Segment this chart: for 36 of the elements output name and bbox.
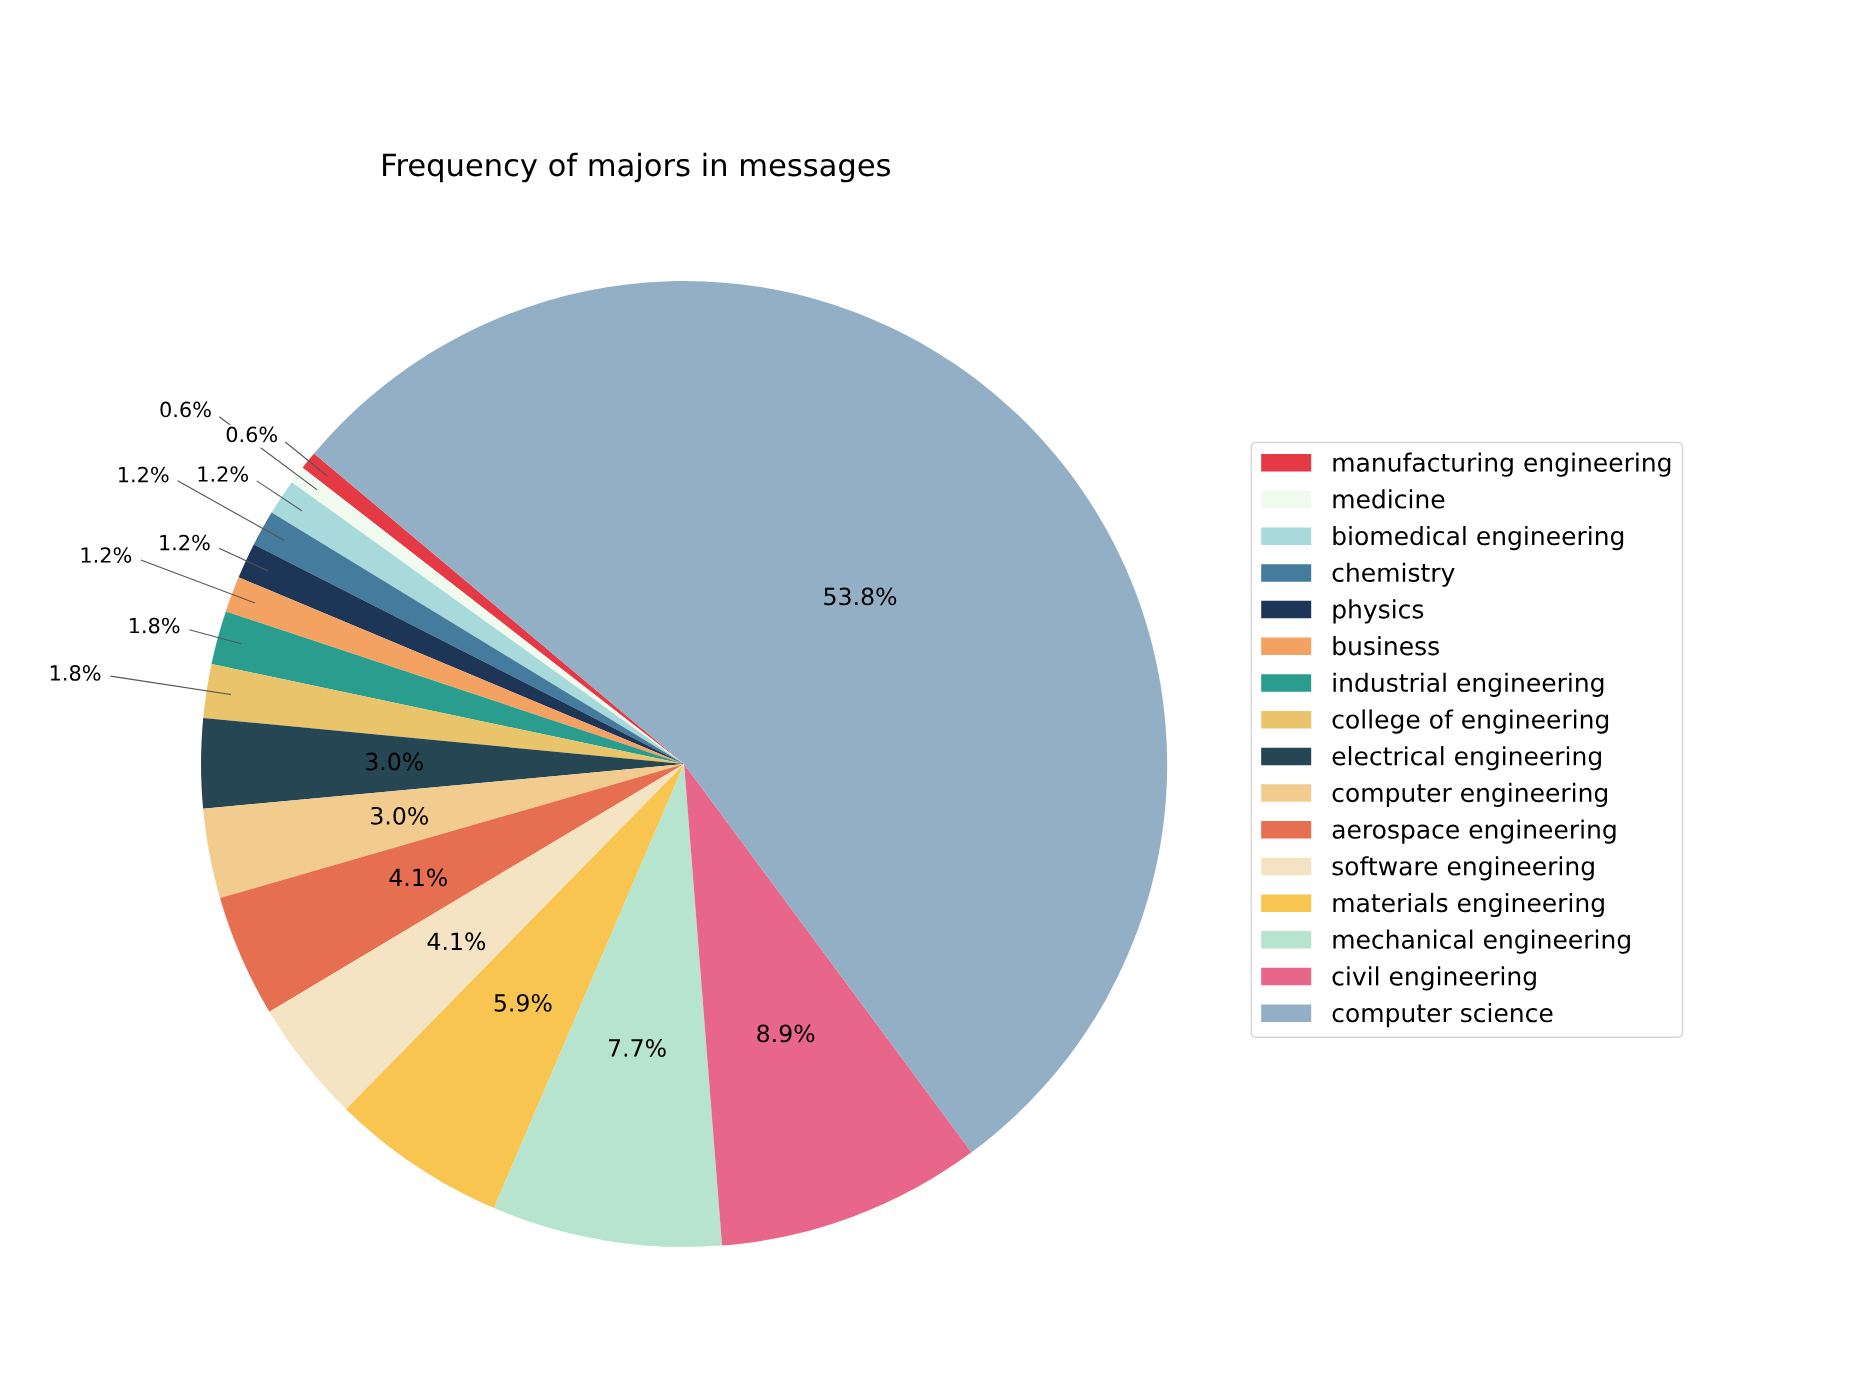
pie-slice — [684, 764, 972, 1246]
data-label: 3.0% — [366, 752, 423, 771]
data-label: 1.8% — [50, 665, 101, 681]
legend-label: medicine — [1333, 489, 1445, 509]
data-label: 0.6% — [160, 401, 211, 418]
legend-label: chemistry — [1332, 562, 1455, 587]
legend-label: aerospace engineering — [1332, 819, 1616, 844]
data-label: 4.1% — [389, 868, 447, 887]
legend-label: biomedical engineering — [1333, 525, 1624, 551]
legend-label: physics — [1333, 599, 1424, 624]
data-label: 4.1% — [427, 932, 486, 951]
pie-slice — [493, 764, 723, 1248]
data-label: 3.0% — [371, 806, 428, 825]
data-label: 1.2% — [81, 547, 132, 563]
data-label: 1.2% — [198, 466, 249, 482]
data-label: 1.8% — [129, 617, 180, 634]
legend-label: business — [1333, 636, 1439, 656]
legend-label: materials engineering — [1333, 892, 1604, 918]
data-label: 0.6% — [226, 426, 278, 443]
data-label: 7.7% — [609, 1039, 666, 1057]
legend-label: industrial engineering — [1333, 672, 1604, 697]
legend-label: manufacturing engineering — [1333, 452, 1671, 477]
data-label: 53.8% — [824, 587, 897, 606]
legend-label: computer engineering — [1332, 782, 1608, 808]
legend-label: electrical engineering — [1332, 746, 1601, 771]
legend-label: mechanical engineering — [1333, 929, 1630, 954]
data-label: 1.2% — [160, 534, 210, 551]
data-label: 8.9% — [757, 1024, 815, 1043]
pie-slice — [314, 280, 1168, 1153]
legend-label: college of engineering — [1332, 709, 1609, 734]
legend-label: software engineering — [1332, 856, 1594, 881]
data-label: 1.2% — [119, 466, 169, 483]
legend-label: civil engineering — [1332, 966, 1536, 991]
data-label: 5.9% — [494, 993, 552, 1012]
legend-label: computer science — [1332, 1003, 1553, 1028]
chart-title: Frequency of majors in messages — [383, 152, 891, 183]
